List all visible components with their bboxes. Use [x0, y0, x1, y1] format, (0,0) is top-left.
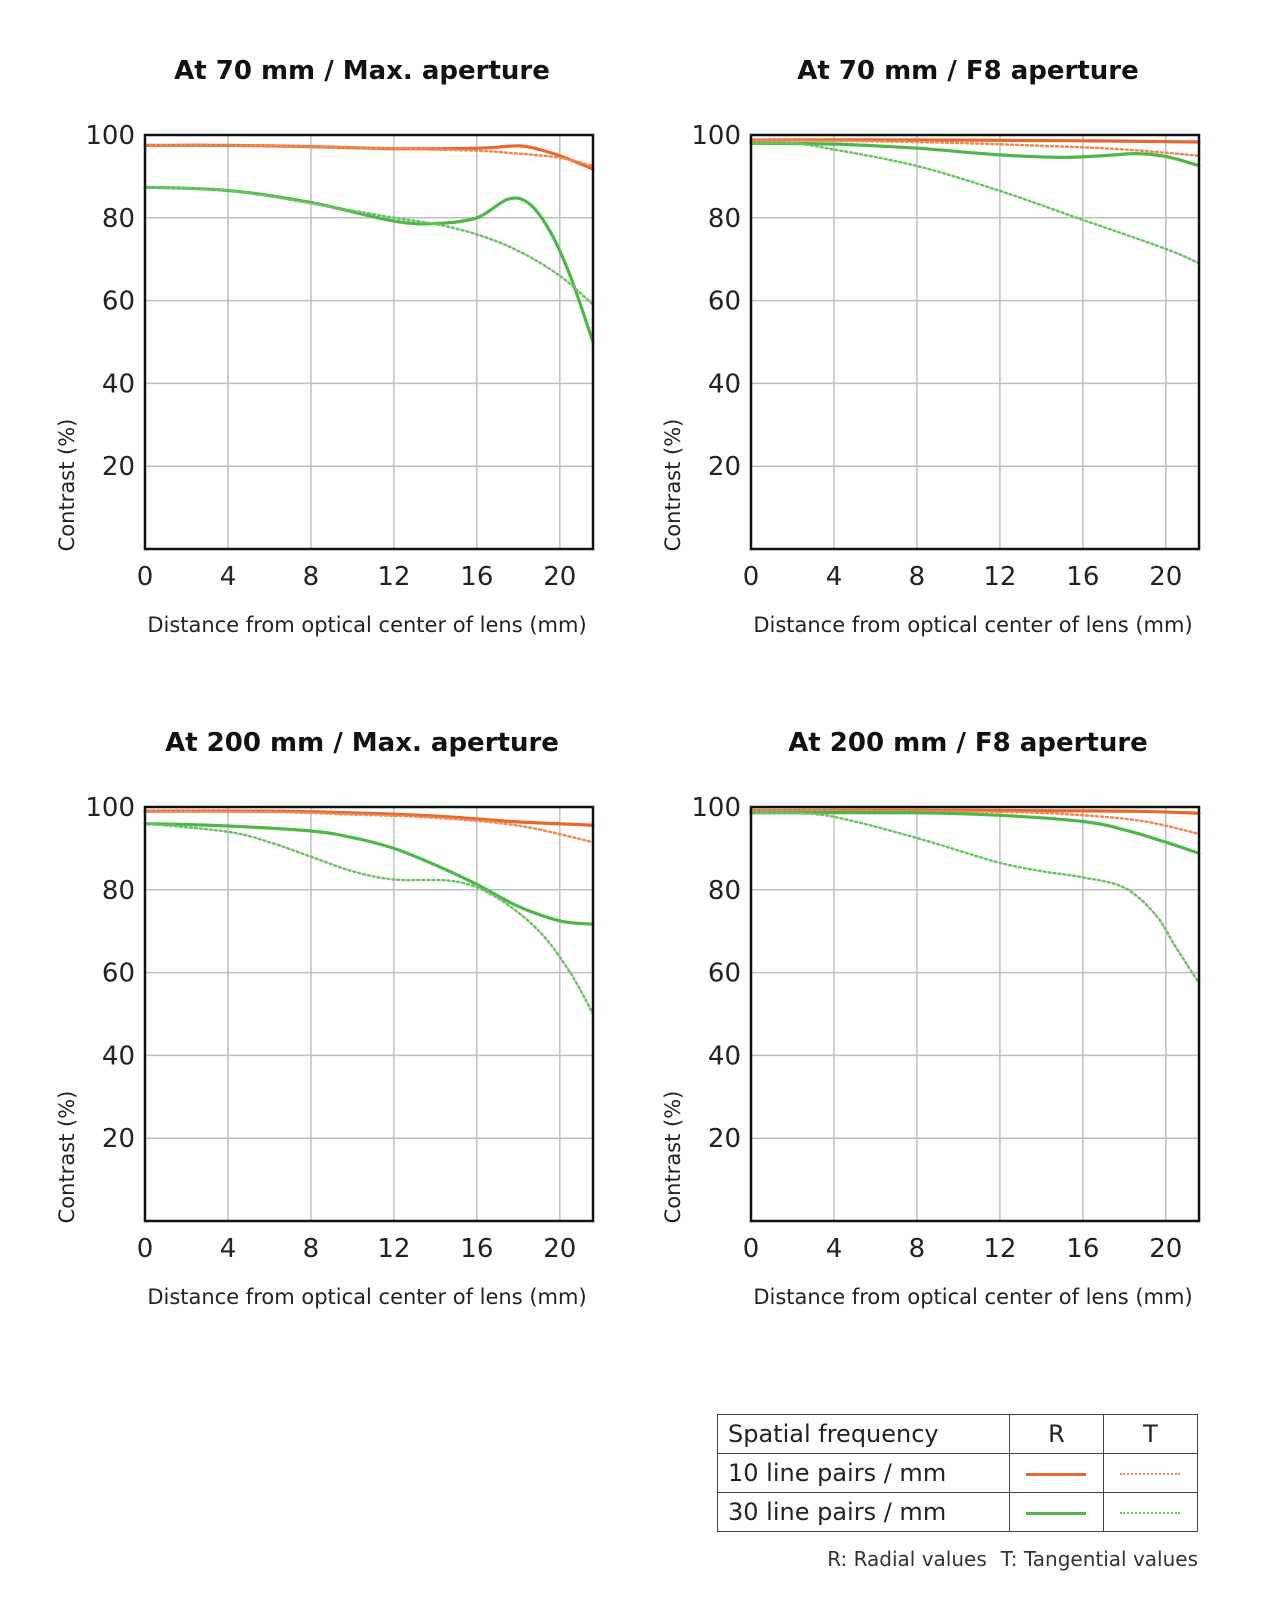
- x-tick-label: 16: [1066, 562, 1099, 592]
- y-tick-label: 60: [102, 287, 135, 317]
- x-tick-label: 4: [220, 1234, 237, 1264]
- y-axis-label: Contrast (%): [661, 419, 685, 552]
- legend-header-label: Spatial frequency: [717, 1414, 1010, 1454]
- chart-1: At 70 mm / Max. aperture 20 40 60 80 100 0 4 8 12…: [55, 56, 595, 637]
- legend-header-r: R: [1008, 1414, 1104, 1454]
- y-tick-label: 20: [708, 1124, 741, 1154]
- x-tick-label: 0: [137, 1234, 154, 1264]
- y-tick-label: 20: [102, 1124, 135, 1154]
- legend-swatch-radial-30: [1026, 1511, 1087, 1515]
- y-tick-label: 60: [708, 287, 741, 317]
- x-tick-label: 8: [303, 562, 320, 592]
- x-tick-label: 0: [137, 562, 154, 592]
- chart-2: At 70 mm / F8 aperture 20 40 60 80 100 0 4 8 12 16…: [661, 56, 1201, 637]
- x-tick-label: 8: [303, 1234, 320, 1264]
- y-tick-label: 40: [102, 369, 135, 399]
- x-tick-label: 4: [220, 562, 237, 592]
- y-tick-label: 40: [102, 1041, 135, 1071]
- x-axis-label: Distance from optical center of lens (mm…: [147, 1285, 586, 1309]
- legend-row-label: 10 line pairs / mm: [717, 1453, 1010, 1493]
- y-tick-label: 80: [102, 876, 135, 906]
- chart-title: At 70 mm / Max. aperture: [174, 56, 550, 86]
- y-tick-label: 20: [102, 452, 135, 482]
- y-tick-label: 60: [102, 959, 135, 989]
- x-tick-label: 12: [377, 562, 410, 592]
- y-tick-label: 60: [708, 959, 741, 989]
- x-tick-label: 16: [460, 1234, 493, 1264]
- x-tick-label: 0: [743, 562, 760, 592]
- y-tick-label: 100: [691, 121, 741, 151]
- y-axis-label: Contrast (%): [55, 1091, 79, 1224]
- x-tick-label: 20: [543, 1234, 576, 1264]
- series-line: [143, 185, 595, 344]
- legend-note-radial: R: Radial values: [827, 1547, 987, 1571]
- series-line: [143, 822, 595, 1016]
- y-tick-label: 40: [708, 1041, 741, 1071]
- y-tick-label: 100: [85, 793, 135, 823]
- chart-title: At 200 mm / F8 aperture: [788, 728, 1148, 758]
- x-tick-label: 4: [826, 562, 843, 592]
- series-line: [749, 138, 1201, 157]
- series-line: [749, 811, 1201, 985]
- x-axis-label: Distance from optical center of lens (mm…: [147, 613, 586, 637]
- y-tick-label: 20: [708, 452, 741, 482]
- plot-frame: [749, 133, 1201, 551]
- y-tick-label: 80: [102, 204, 135, 234]
- series-line: [143, 809, 595, 827]
- y-axis-label: Contrast (%): [55, 419, 79, 552]
- y-tick-label: 100: [691, 793, 741, 823]
- legend: Spatial frequency R T 10 line pairs / mm…: [717, 1414, 1199, 1532]
- series-line: [749, 811, 1201, 855]
- legend-row-label: 30 line pairs / mm: [717, 1492, 1010, 1532]
- x-axis-label: Distance from optical center of lens (mm…: [753, 1285, 1192, 1309]
- chart-3: At 200 mm / Max. aperture 20 40 60 80 100 0 4 8 1…: [55, 728, 595, 1309]
- series-line: [143, 822, 595, 926]
- y-tick-label: 40: [708, 369, 741, 399]
- x-tick-label: 8: [909, 562, 926, 592]
- series-line: [143, 144, 595, 168]
- legend-note-tangential: T: Tangential values: [1000, 1547, 1198, 1571]
- x-tick-label: 20: [1149, 562, 1182, 592]
- plot-frame: [143, 133, 595, 551]
- series-line: [143, 809, 595, 844]
- x-tick-label: 16: [460, 562, 493, 592]
- plot-frame: [749, 805, 1201, 1223]
- plot-frame: [143, 805, 595, 1223]
- y-tick-label: 80: [708, 876, 741, 906]
- series-line: [749, 141, 1201, 265]
- chart-title: At 200 mm / Max. aperture: [165, 728, 559, 758]
- x-tick-label: 8: [909, 1234, 926, 1264]
- legend-swatch-tangential-10: [1120, 1473, 1181, 1475]
- series-line: [749, 809, 1201, 836]
- series-line: [143, 185, 595, 306]
- series-line: [749, 138, 1201, 144]
- x-tick-label: 16: [1066, 1234, 1099, 1264]
- x-tick-label: 20: [1149, 1234, 1182, 1264]
- legend-table: Spatial frequency R T 10 line pairs / mm…: [717, 1414, 1199, 1532]
- y-axis-label: Contrast (%): [661, 1091, 685, 1224]
- legend-note: R: Radial values T: Tangential values: [717, 1547, 1198, 1571]
- x-tick-label: 12: [983, 1234, 1016, 1264]
- series-line: [749, 141, 1201, 168]
- x-tick-label: 20: [543, 562, 576, 592]
- legend-swatch-tangential-30: [1120, 1512, 1181, 1514]
- y-tick-label: 80: [708, 204, 741, 234]
- legend-header-row: Spatial frequency R T: [717, 1414, 1199, 1454]
- legend-row-30lp: 30 line pairs / mm: [717, 1492, 1199, 1532]
- x-tick-label: 4: [826, 1234, 843, 1264]
- y-tick-label: 100: [85, 121, 135, 151]
- chart-4: At 200 mm / F8 aperture 20 40 60 80 100 0 4 8 12 1…: [661, 728, 1201, 1309]
- legend-header-t: T: [1102, 1414, 1199, 1454]
- x-axis-label: Distance from optical center of lens (mm…: [753, 613, 1192, 637]
- x-tick-label: 12: [983, 562, 1016, 592]
- x-tick-label: 12: [377, 1234, 410, 1264]
- legend-swatch-radial-10: [1026, 1472, 1087, 1476]
- legend-row-10lp: 10 line pairs / mm: [717, 1453, 1199, 1493]
- chart-title: At 70 mm / F8 aperture: [797, 56, 1139, 86]
- x-tick-label: 0: [743, 1234, 760, 1264]
